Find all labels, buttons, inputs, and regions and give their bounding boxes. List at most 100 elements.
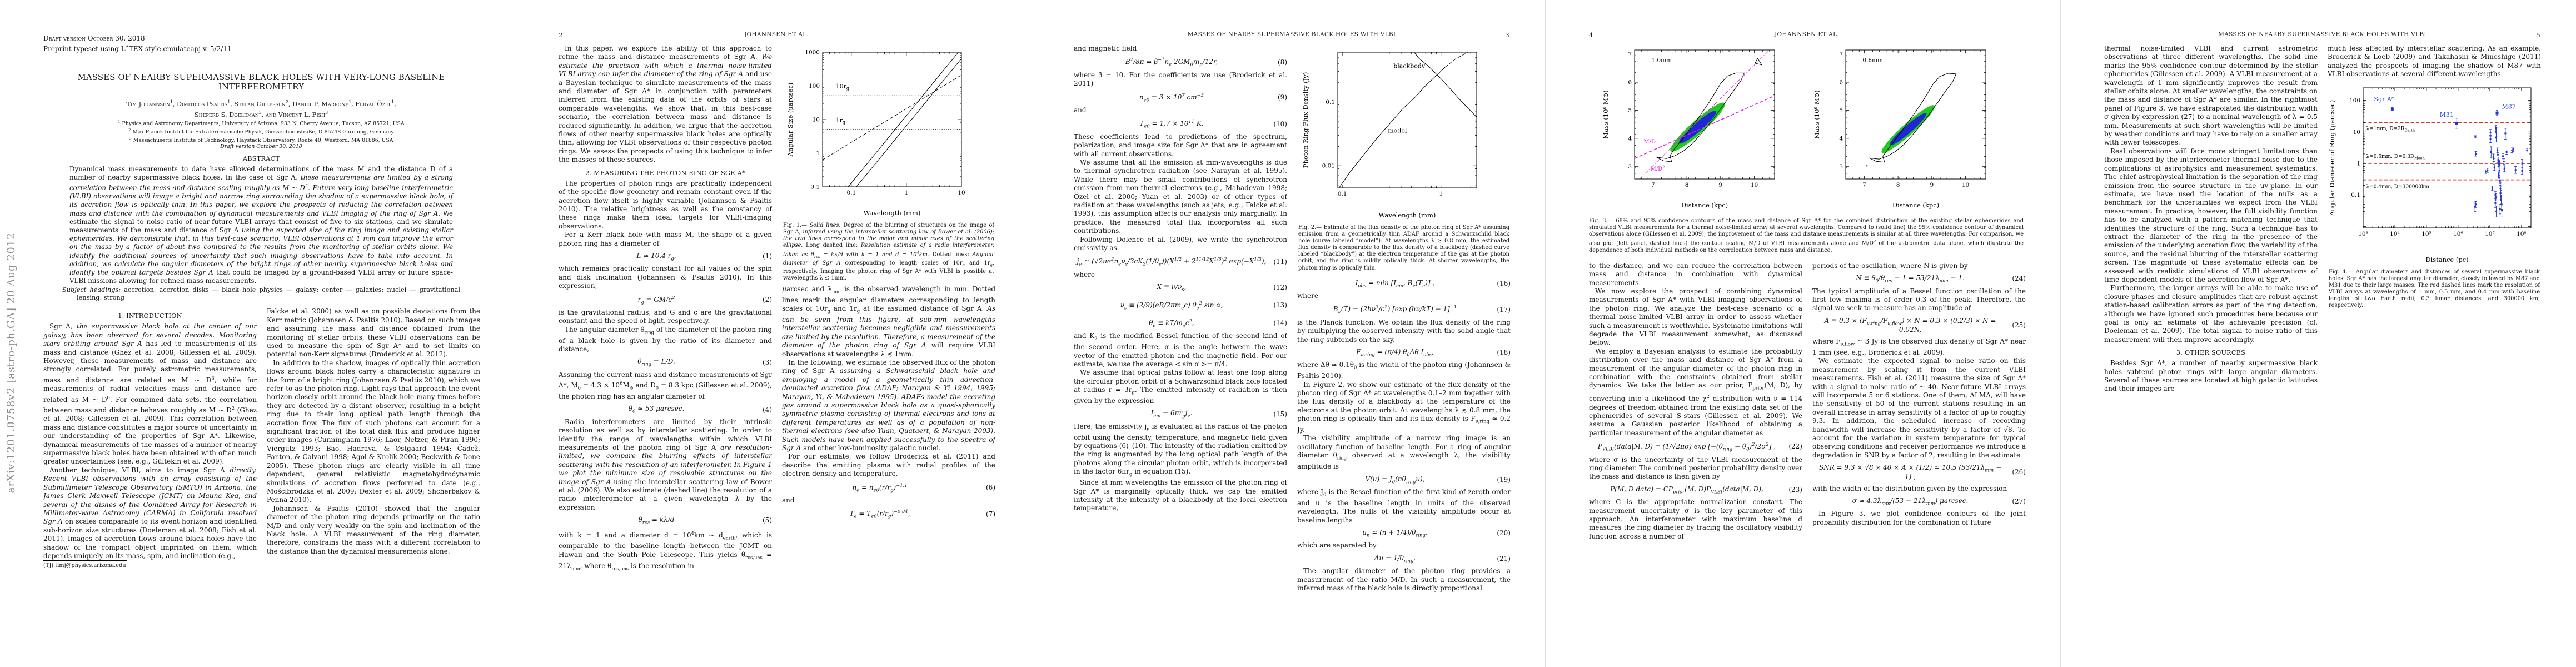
paragraph: Assuming the current mass and distance m… [559,370,772,400]
paragraph: For our estimate, we follow Broderick et… [782,452,995,478]
figure3-caption: Fig. 3.— 68% and 95% confidence contours… [1589,218,2024,253]
paragraph: The typical amplitude of a Bessel functi… [1812,287,2026,312]
figure-caption: Fig. 4.— Angular diameters and distances… [2329,268,2540,309]
page3-left-column: and magnetic field B2/8π = β−1ne 2GM0mp/1… [1074,44,1287,617]
model-extension [1444,52,1469,68]
equation: PVLBI(data|M, D) = (1/√2πσ) exp [−(θring… [1597,441,1802,452]
svg-text:0.1: 0.1 [846,190,856,196]
paragraph: where Δθ ≃ 0.1θ0 is the width of the pho… [1297,361,1511,380]
svg-text:10⁴: 10⁴ [2390,231,2400,237]
subject-headings: Subject headings: accretion, accretion d… [62,286,460,302]
paragraph: Since at mm wavelengths the emission of … [1074,479,1287,512]
fig1-blurring-vs-wavelength: 0.1 1 10 0.1 1 10 100 1000 Wavelength (mm) Angula… [786,49,965,217]
arxiv-watermark: arXiv:1201.0758v2 [astro-ph.GA] 20 Aug 2… [5,232,17,494]
svg-text:Angular Size (μarcsec): Angular Size (μarcsec) [786,83,794,157]
equation: σ ≃ 4.3λmm/(53 − 21λmm) μarcsec. (27) [1852,497,2026,506]
running-head: 4 JOHANNSEN ET AL. [1589,31,2025,39]
page-3: MASSES OF NEARBY SUPERMASSIVE BLACK HOLE… [1030,0,1546,667]
svg-text:blackbody: blackbody [1393,62,1426,69]
svg-text:10: 10 [958,190,965,196]
paragraph: with k = 1 and a diameter d = 104km ~ de… [559,530,772,571]
equation: ne0 = 3 × 107 cm−3 (9) [1139,92,1287,102]
equation: rg ≡ GM/c2 (2) [637,294,772,305]
fig2-photon-ring-flux-figure: 0.1 1 0.01 0.1 Wavelength (mm) Photon Ring Fl… [1297,47,1511,222]
fig2-photon-ring-flux: 0.1 1 0.01 0.1 Wavelength (mm) Photon Ring Fl… [1302,52,1477,219]
equation: Iem = 6πrgjν. (15) [1150,409,1287,419]
fig3-left-contours-1mm: 7 8 9 10 3 4 5 6 7 Distance (kpc) Mass (10⁶ M⊙) 1.0… [1602,49,1775,209]
svg-text:1000: 1000 [805,49,820,56]
svg-text:10⁵: 10⁵ [2421,231,2431,237]
paragraph: The angular diameter θring of the diamet… [559,325,772,353]
svg-text:10⁷: 10⁷ [2485,231,2495,237]
paragraph: and [782,496,795,505]
running-head: MASSES OF NEARBY SUPERMASSIVE BLACK HOLE… [2104,31,2540,39]
paragraph: where β = 10. For the coefficients we us… [1074,71,1287,88]
page-1: arXiv:1201.0758v2 [astro-ph.GA] 20 Aug 2… [0,0,515,667]
svg-text:Wavelength (mm): Wavelength (mm) [864,209,921,217]
page-4: 4 JOHANNSEN ET AL. 7 8 9 10 3 4 5 6 7 Distance (k… [1546,0,2061,667]
paragraph: where J0 is the Bessel function of the f… [1297,487,1511,524]
svg-text:9: 9 [1718,182,1722,188]
running-title: MASSES OF NEARBY SUPERMASSIVE BLACK HOLE… [1187,31,1396,38]
page2-right-column: 0.1 1 10 0.1 1 10 100 1000 Wavelength (mm) Angula… [782,44,995,617]
svg-text:Wavelength (mm): Wavelength (mm) [1379,211,1436,219]
paragraph: Sgr A, the supermassive black hole at th… [43,322,257,466]
svg-text:1: 1 [2356,160,2360,167]
fig3-right-contours-0p8mm: 7 8 9 10 3 4 5 6 7 Distance (kpc) Mass (10⁶ M⊙) 0.8… [1813,49,1986,209]
svg-text:10⁸: 10⁸ [2517,231,2527,237]
svg-text:10rg: 10rg [836,83,849,91]
svg-text:10: 10 [2353,128,2360,135]
paper-title: MASSES OF NEARBY SUPERMASSIVE BLACK HOLE… [77,72,445,92]
affiliation-line: 2 Max Planck Institut für Extraterrestri… [128,127,394,136]
svg-text:8: 8 [1896,182,1900,188]
paragraph: is the Planck function. We obtain the fl… [1297,318,1511,344]
equation: θring = L/D. (3) [637,357,772,367]
paragraph: Preprint typeset using LATEX style emula… [43,44,232,53]
equation: L ≃ 10.4 rg, (1) [636,251,772,261]
svg-text:100: 100 [809,83,820,89]
equation: N ≡ θ0/θres − 1 = 53/21λmm − 1. (24) [1856,274,2026,283]
equation: θres = kλ/d (5) [638,516,772,525]
page1-right-column: Falcke et al. 2000) as well as on possib… [267,307,480,568]
scattering-minor-axis [856,58,961,187]
svg-text:8: 8 [1685,182,1689,188]
equation: P(M, D|data) = CPprior(M, D)PVLBI(data|M… [1610,485,1802,495]
paragraph: which remains practically constant for a… [559,265,772,290]
svg-text:Distance (pc): Distance (pc) [2425,256,2468,263]
paragraph: In this paper, we explore the ability of… [559,44,772,164]
svg-text:3: 3 [1628,163,1632,170]
fig4-angular-diameter-vs-distance-figure: 10³ 10⁴ 10⁵ 10⁶ 10⁷ 10⁸ 0.1 1 10 100 Distance (pc)… [2328,81,2541,267]
equation: A ≡ 0.3 × (Fν,ring/Fν,flow) × N = 0.3 × … [1824,316,2026,334]
paragraph: In Figure 2, we show our estimate of the… [1297,380,1511,434]
svg-text:4: 4 [1628,135,1632,142]
affiliation-line: 3 Massachusetts Institute of Technology,… [129,136,393,143]
equation: un ≃ (n + 1/4)/θring, (20) [1362,528,1511,538]
svg-text:M/D: M/D [1643,139,1656,145]
figure-caption: Fig. 2.— Estimate of the flux density of… [1298,225,1509,271]
running-head: 2 JOHANNSEN ET AL. [559,31,994,39]
page4-right-column: periods of the oscillation, where N is g… [1812,262,2026,590]
abstract-text: Dynamical mass measurements to date have… [69,165,454,285]
svg-text:7: 7 [1862,182,1866,188]
svg-text:0.1: 0.1 [810,184,820,191]
paragraph: where C is the appropriate normalization… [1589,498,1802,540]
page-number: 4 [1589,31,1593,39]
equation: jν ≃ (√2πe2neνs/3cK2(1/θe))(X1/2 + 211/1… [1077,256,1287,267]
page1-left-column: 1. INTRODUCTION Sgr A, the supermassive b… [43,307,257,568]
equation: Bν(T) = (2hν3/c2) [exp (hν/kT) − 1]−1 (17… [1333,304,1511,315]
svg-text:Sgr A*: Sgr A* [2374,95,2395,102]
svg-text:Mass (10⁶ M⊙): Mass (10⁶ M⊙) [1813,90,1821,138]
svg-text:Distance (kpc): Distance (kpc) [1892,201,1939,209]
paragraph: Draft version October 30, 2018 [43,34,145,42]
equation: Fν,ring = (π/4) θ0Δθ Iobs, (18) [1356,348,1511,357]
paragraph: We assume that all the emission at mm-wa… [1074,158,1287,235]
paragraph: We employ a Bayesian analysis to estimat… [1589,347,1802,437]
paragraph: and [1074,106,1087,114]
equation: Δu = 1/θring. (21) [1374,554,1511,564]
scattering-major-axis [848,52,959,187]
svg-text:Photon Ring Flux Density (Jy): Photon Ring Flux Density (Jy) [1302,72,1309,168]
page1-topmatter: Draft version October 30, 2018 Preprint t… [43,34,479,302]
paragraph: We now explore the prospect of combining… [1589,287,1802,347]
paragraph: We assume that optical paths follow at l… [1074,369,1287,405]
svg-text:5: 5 [1839,107,1843,114]
